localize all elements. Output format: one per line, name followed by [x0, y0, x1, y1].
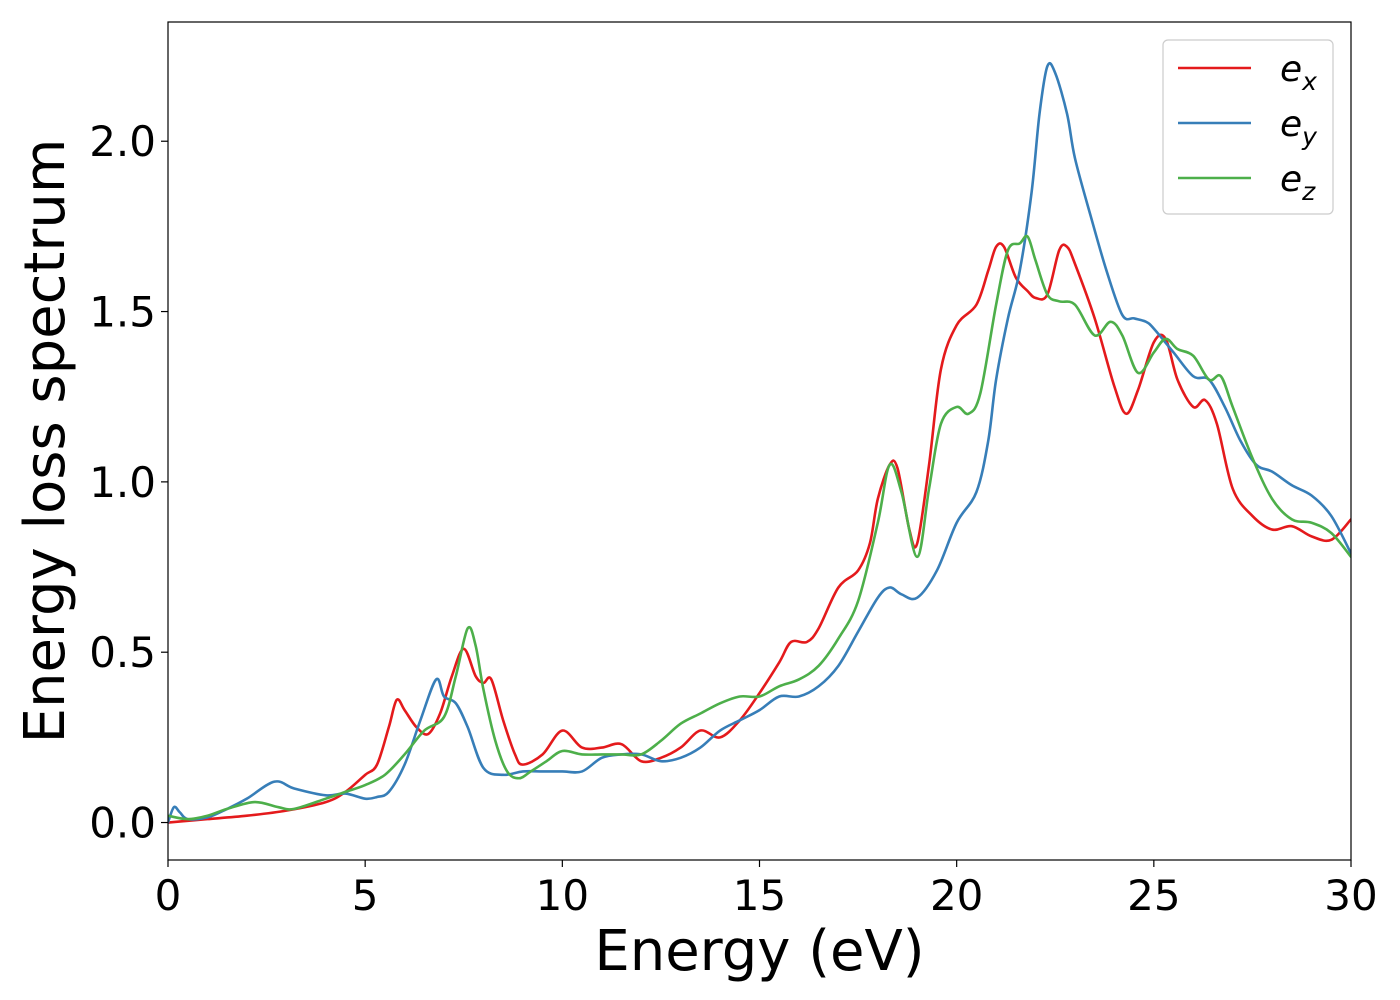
legend-box: [1162, 39, 1334, 215]
series-layer: [168, 62, 1351, 824]
y-tick-label: 2.0: [89, 117, 156, 166]
y-axis: 0.0 0.5 1.0 1.5 2.0: [89, 117, 168, 848]
legend-label-base: e: [1280, 104, 1302, 145]
x-tick-label: 20: [930, 871, 983, 920]
x-tick-label: 0: [155, 871, 182, 920]
legend-label-subscript: y: [1301, 122, 1318, 151]
x-tick-label: 25: [1127, 871, 1180, 920]
legend-label-subscript: x: [1301, 67, 1317, 96]
legend-label-y: ey: [1280, 104, 1318, 151]
y-tick-label: 1.5: [89, 288, 156, 337]
series-line-y: [168, 62, 1351, 824]
legend-label-subscript: z: [1301, 177, 1316, 206]
x-axis: 0 5 10 15 20 25 30: [155, 860, 1378, 920]
legend-label-x: ex: [1280, 49, 1317, 96]
x-tick-label: 10: [536, 871, 589, 920]
y-axis-label: Energy loss spectrum: [13, 139, 78, 744]
y-tick-label: 1.0: [89, 458, 156, 507]
x-tick-label: 5: [352, 871, 379, 920]
legend-label-base: e: [1280, 159, 1302, 200]
x-axis-label: Energy (eV): [594, 919, 924, 984]
x-tick-label: 30: [1324, 871, 1377, 920]
y-tick-label: 0.5: [89, 628, 156, 677]
series-line-x: [168, 242, 1351, 824]
x-tick-label: 15: [733, 871, 786, 920]
series-line-z: [168, 234, 1351, 821]
legend-label-base: e: [1280, 49, 1302, 90]
y-tick-label: 0.0: [89, 799, 156, 848]
legend-label-z: ez: [1280, 159, 1316, 206]
